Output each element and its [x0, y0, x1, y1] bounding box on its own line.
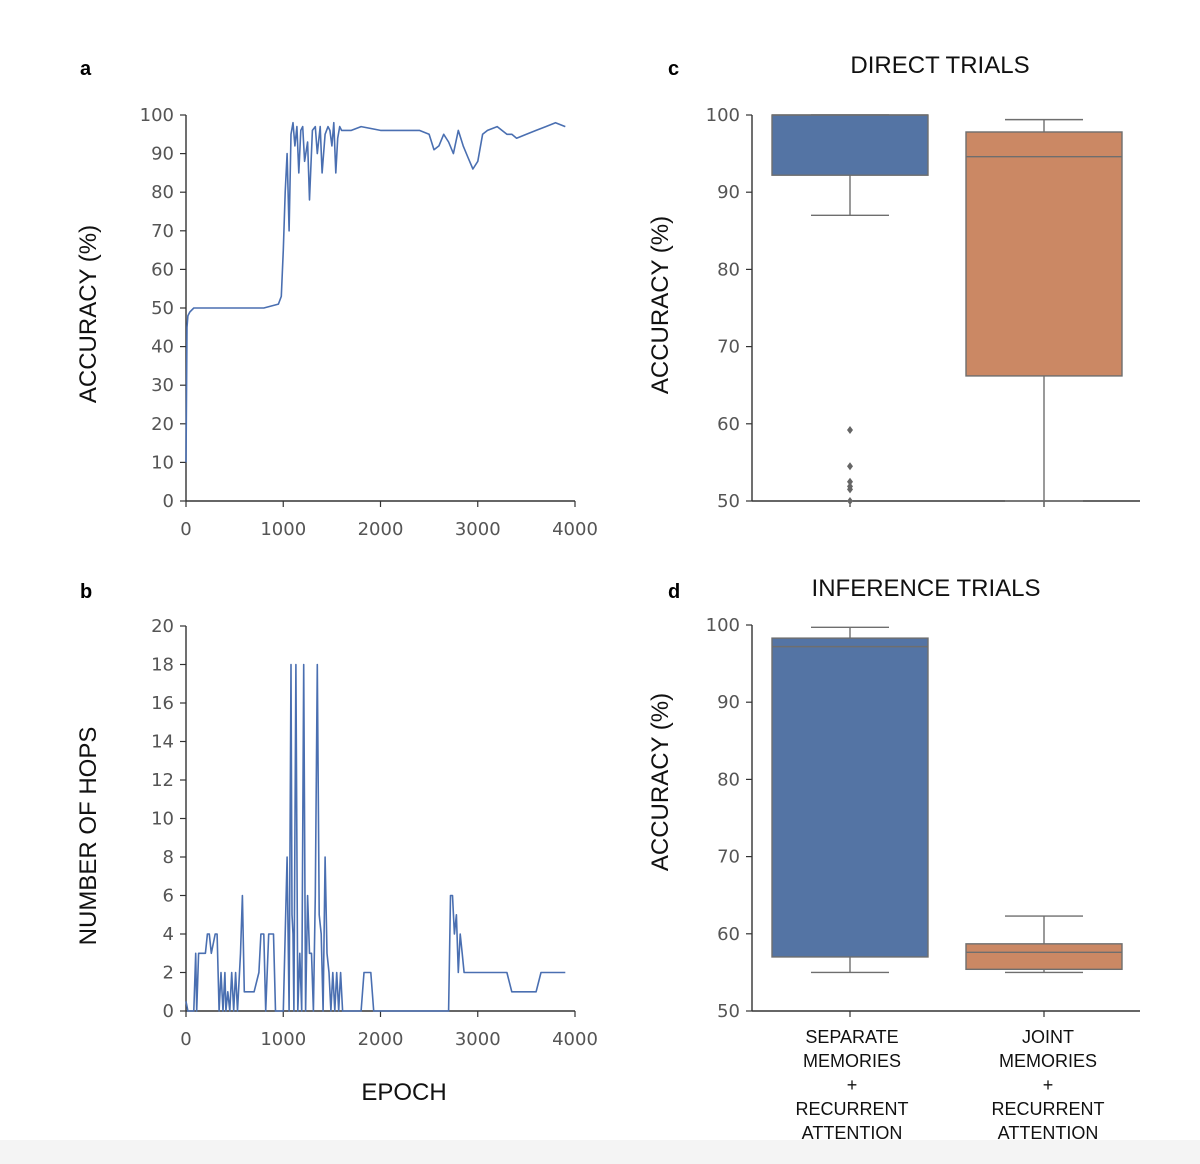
- chart-d-ytick-label: 80: [717, 769, 740, 790]
- chart-a-xtick-label: 1000: [260, 519, 306, 540]
- outlier-point: [847, 462, 853, 471]
- chart-b-ytick-label: 12: [151, 770, 174, 791]
- chart-a-ytick-label: 0: [163, 491, 174, 512]
- chart-d-ytick-label: 90: [717, 692, 740, 713]
- chart-a-ytick-label: 20: [151, 414, 174, 435]
- box-iqr: [771, 114, 929, 176]
- chart-d-box-1: [771, 626, 929, 974]
- chart-b: NUMBER OF HOPS EPOCH 0 2 4 6 8 10 12 14 16 18 20 0 1…: [75, 616, 598, 1106]
- chart-a-xtick-label: 2000: [358, 519, 404, 540]
- chart-a-xtick-label: 0: [180, 519, 191, 540]
- outlier-point: [847, 477, 853, 486]
- chart-c-ytick-label: 70: [717, 337, 740, 358]
- chart-c-box-1: [771, 114, 929, 505]
- chart-b-xtick-label: 2000: [358, 1029, 404, 1050]
- chart-d-ytick-label: 60: [717, 924, 740, 945]
- chart-d-category-label: +: [847, 1075, 858, 1095]
- chart-b-ylabel: NUMBER OF HOPS: [75, 727, 102, 946]
- chart-b-ytick-label: 16: [151, 693, 174, 714]
- chart-a-ytick-label: 50: [151, 298, 174, 319]
- chart-c-title: DIRECT TRIALS: [850, 52, 1029, 79]
- chart-c-ytick-label: 100: [706, 105, 740, 126]
- chart-b-xtick-label: 1000: [260, 1029, 306, 1050]
- chart-d-ytick-label: 100: [706, 615, 740, 636]
- chart-b-ytick-label: 6: [163, 886, 174, 907]
- chart-d-category-label: MEMORIES: [803, 1051, 901, 1071]
- chart-a-ytick-label: 40: [151, 337, 174, 358]
- chart-a-ytick-label: 100: [140, 105, 174, 126]
- panel-letter-a: a: [80, 58, 92, 80]
- chart-d-title: INFERENCE TRIALS: [812, 575, 1041, 602]
- chart-a-ytick-label: 80: [151, 182, 174, 203]
- panel-letter-c: c: [668, 58, 679, 80]
- chart-b-xtick-label: 0: [180, 1029, 191, 1050]
- chart-d-category-label: ATTENTION: [802, 1123, 903, 1143]
- chart-d-category-label: RECURRENT: [795, 1099, 908, 1119]
- chart-d-category-label: RECURRENT: [991, 1099, 1104, 1119]
- box-iqr: [965, 943, 1123, 971]
- chart-c-ytick-label: 60: [717, 414, 740, 435]
- chart-c-ytick-label: 80: [717, 259, 740, 280]
- outlier-point: [847, 497, 853, 505]
- chart-a-ytick-label: 60: [151, 259, 174, 280]
- chart-a-ytick-label: 10: [151, 452, 174, 473]
- panel-letter-b: b: [80, 581, 92, 603]
- chart-c-box-2: [965, 118, 1123, 502]
- chart-a-ytick-label: 90: [151, 144, 174, 165]
- chart-b-ytick-label: 18: [151, 655, 174, 676]
- chart-c-ylabel: ACCURACY (%): [647, 216, 674, 394]
- chart-b-ytick-label: 0: [163, 1001, 174, 1022]
- chart-b-ytick-label: 2: [163, 963, 174, 984]
- chart-d-ytick-label: 50: [717, 1001, 740, 1022]
- chart-a-xtick-label: 4000: [552, 519, 598, 540]
- outlier-point: [847, 425, 853, 434]
- chart-a-line-accuracy: [185, 121, 566, 463]
- chart-a-ytick-label: 70: [151, 221, 174, 242]
- chart-b-ytick-label: 10: [151, 809, 174, 830]
- chart-c-ytick-label: 50: [717, 491, 740, 512]
- bottom-strip: [0, 1140, 1200, 1164]
- chart-d-ylabel: ACCURACY (%): [647, 693, 674, 871]
- chart-b-xtick-label: 3000: [455, 1029, 501, 1050]
- chart-d-box-2: [965, 915, 1123, 974]
- box-iqr: [771, 637, 929, 958]
- chart-d: INFERENCE TRIALS ACCURACY (%) 50 60 70 80 90…: [647, 575, 1140, 1143]
- chart-b-line-hops: [185, 663, 566, 1012]
- chart-d-category-label: MEMORIES: [999, 1051, 1097, 1071]
- chart-a-xtick-label: 3000: [455, 519, 501, 540]
- chart-b-ytick-label: 20: [151, 616, 174, 637]
- chart-d-category-label: ATTENTION: [998, 1123, 1099, 1143]
- chart-d-ytick-label: 70: [717, 847, 740, 868]
- chart-c: DIRECT TRIALS ACCURACY (%) 50 60 70 80 90 100: [647, 52, 1140, 512]
- chart-b-xlabel: EPOCH: [361, 1079, 446, 1106]
- chart-d-category-label: +: [1043, 1075, 1054, 1095]
- chart-a-ytick-label: 30: [151, 375, 174, 396]
- panel-letter-d: d: [668, 581, 680, 603]
- chart-b-xtick-label: 4000: [552, 1029, 598, 1050]
- box-iqr: [965, 131, 1123, 377]
- chart-d-category-label: JOINT: [1022, 1027, 1074, 1047]
- chart-a-ylabel: ACCURACY (%): [75, 225, 102, 403]
- chart-d-category-label: SEPARATE: [805, 1027, 898, 1047]
- chart-b-ytick-label: 4: [163, 924, 174, 945]
- outlier-point: [847, 485, 853, 494]
- chart-b-ytick-label: 14: [151, 732, 174, 753]
- chart-b-ytick-label: 8: [163, 847, 174, 868]
- chart-c-ytick-label: 90: [717, 182, 740, 203]
